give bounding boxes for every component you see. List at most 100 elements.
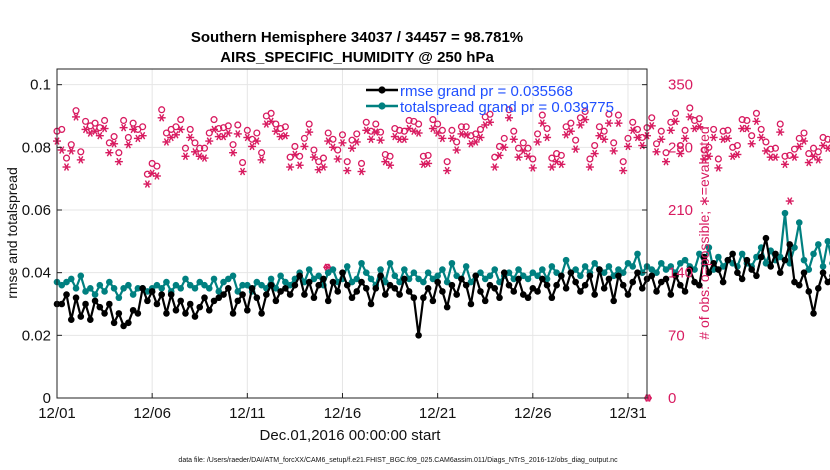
obs-possible-point	[429, 116, 437, 124]
obs-evaluated-point-stroke	[73, 113, 79, 121]
totalspread-point	[505, 269, 513, 276]
totalspread-point	[110, 285, 118, 292]
rmse-point	[63, 291, 70, 298]
obs-evaluated-point-stroke	[216, 132, 222, 141]
obs-evaluated-point-stroke	[620, 166, 626, 175]
rmse-point	[401, 275, 408, 283]
totalspread-point	[600, 269, 608, 276]
totalspread-point	[420, 278, 427, 286]
totalspread-point	[543, 275, 551, 283]
obs-possible-point	[667, 118, 675, 126]
totalspread-point	[410, 269, 418, 276]
rmse-point	[263, 291, 270, 298]
totalspread-point	[467, 278, 475, 286]
obs-possible-point	[357, 159, 366, 167]
obs-evaluated-point-stroke	[282, 131, 288, 140]
obs-evaluated-point	[600, 135, 609, 144]
obs-evaluated-point-stroke	[753, 117, 760, 126]
totalspread-point	[343, 263, 351, 270]
rmse-point	[505, 281, 513, 289]
obs-possible-point	[367, 127, 375, 135]
obs-evaluated-point-stroke	[68, 147, 74, 155]
obs-evaluated-point-stroke	[611, 147, 617, 155]
totalspread-point	[486, 272, 494, 280]
obs-evaluated-point	[795, 142, 804, 151]
totalspread-point	[120, 285, 127, 292]
rmse-point	[596, 266, 603, 273]
obs-possible-point	[191, 139, 199, 147]
obs-evaluated-point	[543, 133, 552, 142]
left-tick-label-4: 0.08	[22, 139, 51, 156]
rmse-point	[814, 285, 822, 292]
obs-possible-point	[681, 126, 689, 134]
obs-evaluated-point	[447, 134, 456, 143]
rmse-point	[681, 288, 689, 295]
rmse-point	[396, 291, 403, 298]
obs-evaluated-point	[500, 143, 509, 152]
totalspread-point	[129, 291, 137, 298]
obs-evaluated-point-stroke	[511, 135, 517, 144]
totalspread-point	[610, 272, 617, 280]
totalspread-point	[329, 266, 337, 273]
totalspread-point	[77, 272, 85, 280]
obs-evaluated-point-stroke	[344, 166, 350, 175]
totalspread-point	[115, 294, 123, 302]
rmse-point	[386, 281, 394, 289]
obs-evaluated-point-stroke	[182, 152, 189, 161]
totalspread-point	[153, 281, 161, 289]
obs-possible-point	[424, 151, 432, 159]
obs-series	[53, 104, 830, 402]
obs-evaluated-point-stroke	[187, 133, 193, 142]
obs-evaluated-point	[609, 147, 618, 155]
rmse-point	[691, 278, 698, 286]
totalspread-point	[667, 263, 675, 270]
obs-evaluated-point-stroke	[258, 156, 265, 164]
rmse-point	[705, 269, 713, 276]
chart-title-line2: AIRS_SPECIFIC_HUMIDITY @ 250 hPa	[220, 49, 494, 66]
obs-possible-point	[557, 151, 565, 159]
rmse-point	[301, 291, 308, 298]
obs-possible-point	[719, 127, 727, 135]
obs-evaluated-point-stroke	[720, 135, 726, 144]
obs-possible-point	[186, 125, 194, 133]
obs-possible-point	[143, 170, 151, 178]
totalspread-point	[272, 285, 280, 292]
rmse-point	[662, 275, 670, 283]
obs-possible-point	[129, 119, 137, 127]
obs-evaluated-point-stroke	[463, 130, 469, 139]
obs-possible-point	[814, 148, 822, 156]
rmse-point	[106, 300, 113, 308]
rmse-point	[710, 259, 717, 267]
rmse-point	[453, 291, 460, 298]
rmse-point	[762, 234, 770, 242]
obs-possible-point	[258, 149, 266, 157]
obs-evaluated-point-stroke	[687, 113, 693, 121]
obs-evaluated-point	[100, 124, 109, 133]
rmse-point	[291, 281, 299, 289]
rmse-point	[272, 297, 280, 305]
totalspread-point	[177, 285, 185, 292]
totalspread-point	[810, 250, 817, 258]
obs-evaluated-point-stroke	[630, 126, 636, 135]
rmse-point	[405, 288, 413, 295]
obs-evaluated-point	[471, 138, 480, 146]
obs-possible-point	[776, 120, 784, 128]
rmse-point	[172, 306, 180, 314]
x-tick-label-2: 12/11	[229, 405, 265, 422]
rmse-point	[125, 319, 132, 327]
rmse-point	[286, 291, 294, 298]
obs-evaluated-point-stroke	[411, 127, 417, 136]
totalspread-point	[377, 266, 384, 273]
totalspread-point	[224, 275, 232, 283]
rmse-point	[372, 285, 380, 292]
line-series	[53, 209, 830, 339]
obs-evaluated-point-stroke	[206, 137, 212, 145]
totalspread-point	[386, 259, 394, 267]
rmse-point	[248, 285, 256, 292]
rmse-point	[748, 266, 755, 273]
obs-evaluated-point	[571, 145, 580, 153]
obs-evaluated-point	[333, 155, 342, 163]
obs-evaluated-point	[628, 126, 637, 135]
obs-evaluated-point	[623, 142, 632, 151]
obs-evaluated-point-stroke	[311, 153, 317, 161]
